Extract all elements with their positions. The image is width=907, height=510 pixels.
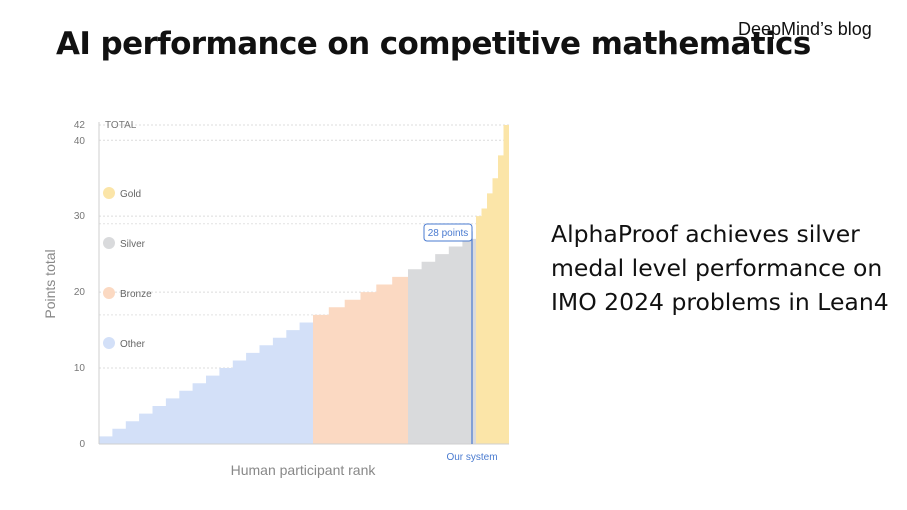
y-tick-label: 40: [74, 136, 86, 147]
legend-label-gold: Gold: [120, 189, 141, 200]
y-tick-label: 10: [74, 363, 86, 374]
slide-title: AI performance on competitive mathematic…: [56, 26, 811, 62]
legend-layer: Gold Silver Bronze Other: [103, 187, 152, 350]
legend-label-other: Other: [120, 339, 146, 350]
y-tick-label: 0: [79, 439, 85, 450]
annotation-label: 28 points: [428, 228, 469, 239]
legend-label-silver: Silver: [120, 239, 146, 250]
our-system-label: Our system: [446, 452, 497, 463]
y-tick-total-label: TOTAL: [105, 120, 137, 131]
area-layer: [99, 125, 509, 444]
legend-swatch-gold: [103, 187, 115, 199]
y-tick-label: 42: [74, 120, 86, 131]
y-tick-label: 30: [74, 211, 86, 222]
legend-swatch-other: [103, 337, 115, 349]
area-bronze: [313, 276, 408, 444]
annotation-layer: 28 points Our system: [423, 223, 498, 463]
legend-label-bronze: Bronze: [120, 289, 152, 300]
y-tick-label: 20: [74, 287, 86, 298]
area-gold: [476, 125, 509, 444]
area-other: [99, 322, 313, 444]
y-axis-title: Points total: [42, 249, 58, 318]
x-axis-title: Human participant rank: [231, 462, 377, 478]
legend-swatch-bronze: [103, 287, 115, 299]
annotation-box: [423, 223, 473, 242]
callout-text: AlphaProof achieves silver medal level p…: [551, 220, 889, 316]
area-silver: [408, 238, 476, 444]
legend-swatch-silver: [103, 237, 115, 249]
axis-layer: 0 10 20 30 40 42 TOTAL: [74, 120, 509, 450]
source-label: DeepMind’s blog: [738, 19, 872, 39]
